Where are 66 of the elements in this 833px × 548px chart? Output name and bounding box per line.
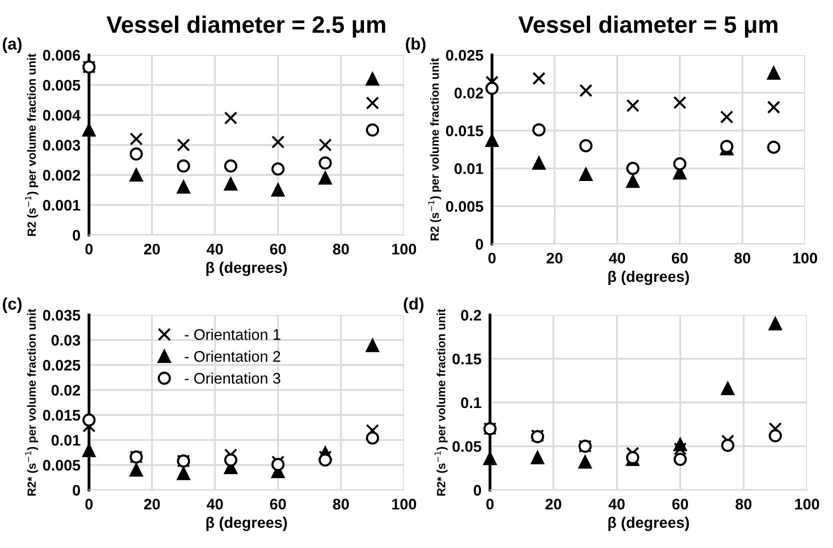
x-tick-label: 60: [270, 498, 286, 510]
x-tick-label: 0: [85, 244, 93, 255]
y-axis-title: R2 (s$^{−1}$) per volume fraction unit: [25, 54, 38, 236]
x-tick-label: 80: [736, 498, 752, 510]
text: (b): [406, 37, 426, 53]
y-tick-label: 0.15: [452, 354, 482, 364]
x-tick-label: 100: [392, 244, 416, 255]
y-axis-title: R2* (s$^{−1}$) per volume fraction unit: [434, 308, 448, 496]
y-tick-label: 0: [72, 484, 80, 496]
y-tick-label: 0.02: [52, 384, 80, 396]
chart-title: Vessel diameter = 2.5 μm: [106, 16, 386, 38]
x-tick-label: 60: [672, 252, 688, 264]
x-tick-label: 0: [85, 498, 93, 510]
legend-label: - Orientation 3: [184, 372, 280, 384]
chart-title: Vessel diameter = 5 μm: [518, 16, 778, 38]
y-axis-title: R2 (s$^{−1}$) per volume fraction unit: [428, 58, 442, 240]
x-tick-label: 20: [546, 252, 562, 264]
x-tick-label: 80: [332, 498, 349, 510]
text: (a): [2, 37, 22, 53]
x-tick-label: 20: [144, 498, 160, 510]
y-tick-label: 0.01: [52, 434, 80, 446]
y-tick-label: 0.015: [43, 410, 80, 421]
text: (c): [2, 297, 22, 313]
x-axis-title: β (degrees): [206, 262, 287, 276]
y-tick-label: 0.005: [43, 80, 80, 91]
y-tick-label: 0.2: [461, 310, 482, 321]
y-tick-label: 0: [72, 230, 80, 241]
x-tick-label: 100: [793, 252, 818, 264]
text: (d): [404, 297, 424, 313]
legend-label: - Orientation 2: [184, 350, 280, 362]
x-axis-title: β (degrees): [608, 516, 689, 532]
y-tick-label: 0.03: [52, 334, 80, 346]
x-tick-label: 0: [488, 252, 496, 264]
x-tick-label: 0: [486, 498, 494, 510]
x-tick-label: 20: [144, 244, 160, 255]
y-tick-label: 0.002: [43, 170, 80, 181]
y-tick-label: 0.02: [454, 88, 484, 98]
y-tick-label: 0.005: [43, 460, 80, 471]
x-tick-label: 40: [608, 252, 626, 264]
y-axis-title: R2* (s$^{−1}$) per volume fraction unit: [25, 308, 38, 496]
y-tick-label: 0.01: [454, 163, 484, 174]
x-tick-label: 60: [672, 498, 688, 510]
x-tick-label: 100: [392, 498, 416, 510]
x-tick-label: 40: [206, 498, 223, 510]
x-axis-title: β (degrees): [608, 270, 689, 286]
x-tick-label: 40: [206, 244, 223, 255]
x-tick-label: 100: [795, 498, 820, 510]
y-tick-label: 0.015: [446, 125, 484, 136]
y-tick-label: 0.004: [43, 110, 81, 121]
y-tick-label: 0.025: [43, 360, 80, 371]
y-tick-label: 0.005: [446, 201, 484, 212]
y-tick-label: 0.025: [446, 50, 484, 61]
x-tick-label: 20: [545, 498, 562, 510]
y-tick-label: 0.1: [461, 397, 482, 408]
x-tick-label: 80: [332, 244, 349, 255]
y-tick-label: 0.05: [452, 441, 482, 452]
y-tick-label: 0: [474, 484, 482, 496]
y-tick-label: 0.003: [43, 140, 80, 151]
x-tick-label: 60: [270, 244, 286, 255]
x-tick-label: 40: [608, 498, 625, 510]
x-axis-title: β (degrees): [206, 516, 287, 532]
y-tick-label: 0.035: [43, 310, 80, 321]
y-tick-label: 0.006: [43, 50, 80, 61]
y-tick-label: 0.001: [43, 200, 80, 211]
x-tick-label: 80: [734, 252, 750, 264]
legend-label: - Orientation 1: [184, 328, 280, 340]
